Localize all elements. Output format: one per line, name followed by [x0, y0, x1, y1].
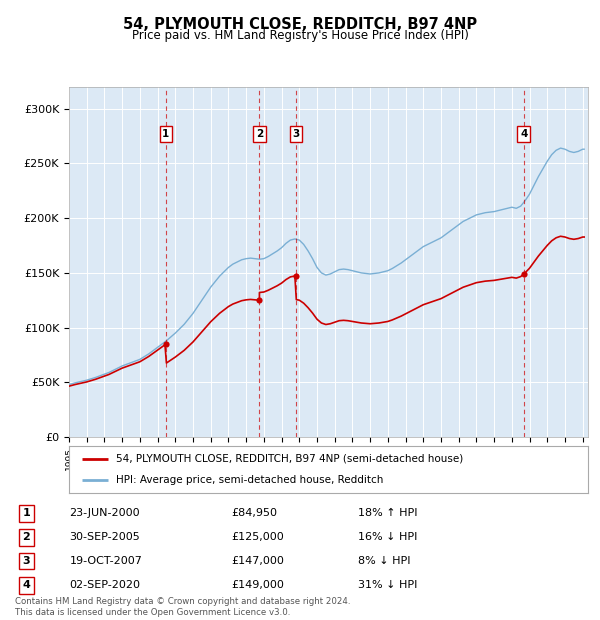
Text: 54, PLYMOUTH CLOSE, REDDITCH, B97 4NP (semi-detached house): 54, PLYMOUTH CLOSE, REDDITCH, B97 4NP (s…: [116, 454, 463, 464]
Text: 23-JUN-2000: 23-JUN-2000: [70, 508, 140, 518]
Text: Contains HM Land Registry data © Crown copyright and database right 2024.
This d: Contains HM Land Registry data © Crown c…: [15, 598, 350, 617]
Point: [254, 295, 264, 305]
Text: £149,000: £149,000: [231, 580, 284, 590]
Text: HPI: Average price, semi-detached house, Redditch: HPI: Average price, semi-detached house,…: [116, 476, 383, 485]
Text: 02-SEP-2020: 02-SEP-2020: [70, 580, 140, 590]
Text: £125,000: £125,000: [231, 533, 284, 542]
Text: £84,950: £84,950: [231, 508, 277, 518]
Text: 16% ↓ HPI: 16% ↓ HPI: [358, 533, 417, 542]
Text: 3: 3: [23, 556, 30, 566]
Text: 8% ↓ HPI: 8% ↓ HPI: [358, 556, 410, 566]
Text: 18% ↑ HPI: 18% ↑ HPI: [358, 508, 417, 518]
Text: 2: 2: [256, 129, 263, 139]
Point: [161, 339, 170, 349]
Text: 4: 4: [22, 580, 31, 590]
Text: 4: 4: [520, 129, 527, 139]
Text: £147,000: £147,000: [231, 556, 284, 566]
Text: 3: 3: [292, 129, 299, 139]
Text: 19-OCT-2007: 19-OCT-2007: [70, 556, 142, 566]
Point: [291, 271, 301, 281]
Text: 2: 2: [23, 533, 30, 542]
Text: 30-SEP-2005: 30-SEP-2005: [70, 533, 140, 542]
Point: [519, 269, 529, 279]
Text: 1: 1: [162, 129, 170, 139]
Text: 31% ↓ HPI: 31% ↓ HPI: [358, 580, 417, 590]
Text: 1: 1: [23, 508, 30, 518]
Text: Price paid vs. HM Land Registry's House Price Index (HPI): Price paid vs. HM Land Registry's House …: [131, 29, 469, 42]
Text: 54, PLYMOUTH CLOSE, REDDITCH, B97 4NP: 54, PLYMOUTH CLOSE, REDDITCH, B97 4NP: [123, 17, 477, 32]
